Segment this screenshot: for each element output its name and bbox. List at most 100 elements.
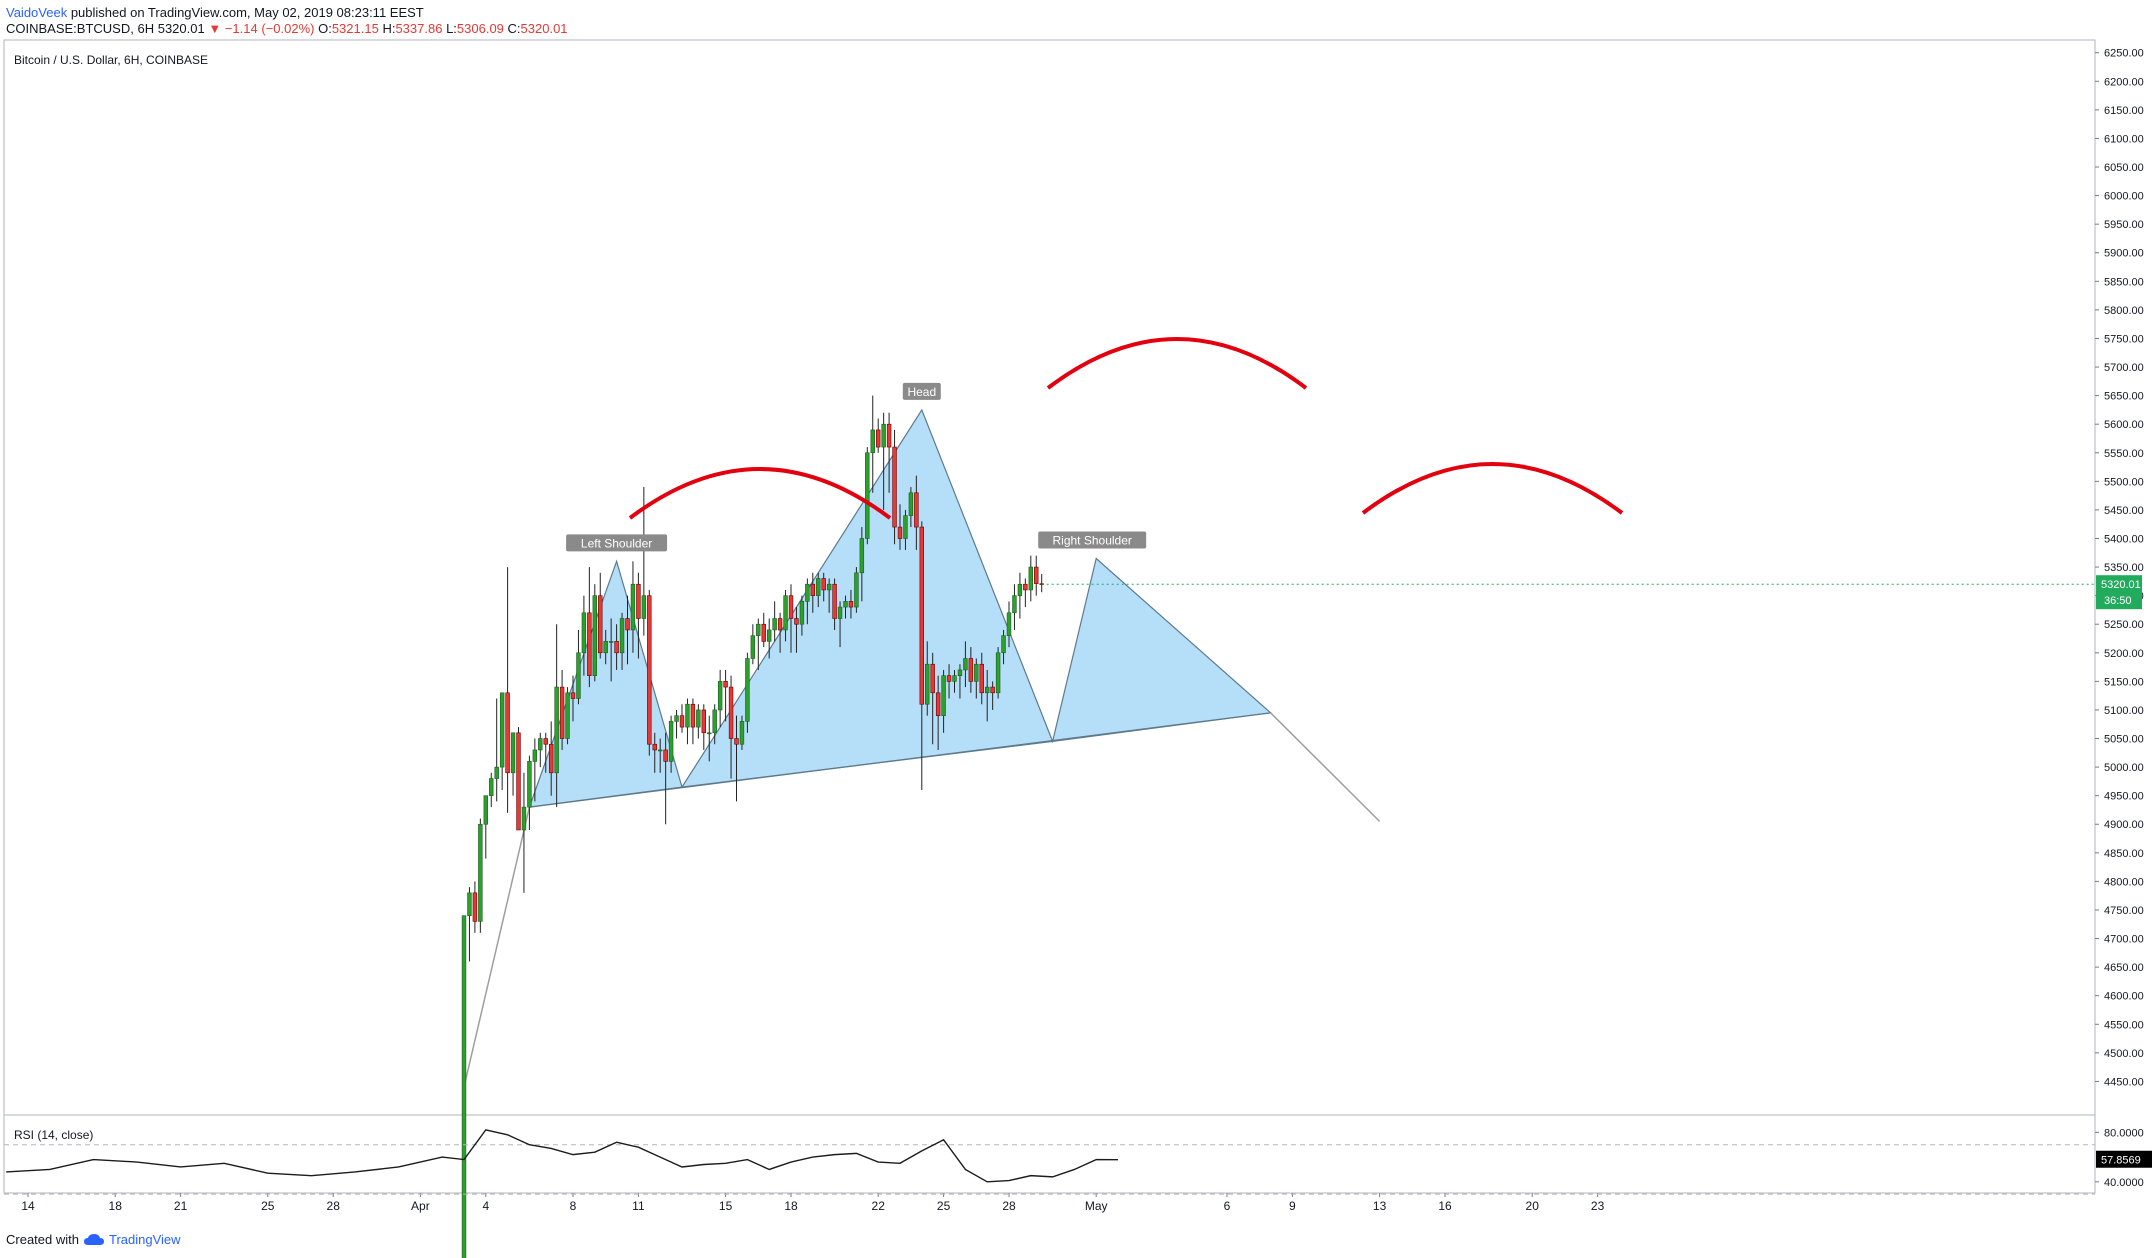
symbol-name: COINBASE:BTCUSD, 6H bbox=[6, 21, 155, 36]
candle-up bbox=[532, 749, 538, 762]
y-axis-tick-label: 5050.00 bbox=[2104, 734, 2144, 746]
y-axis-tick-label: 6100.00 bbox=[2104, 133, 2144, 145]
candle-up bbox=[717, 681, 723, 711]
candle-up bbox=[903, 515, 908, 539]
y-axis-tick-label: 4650.00 bbox=[2104, 962, 2144, 974]
y-axis-tick-label: 5600.00 bbox=[2104, 419, 2144, 431]
candle-up bbox=[576, 652, 581, 699]
candle-up bbox=[766, 629, 772, 642]
candle-up bbox=[538, 738, 543, 751]
candle-up bbox=[925, 663, 930, 705]
y-axis-tick-label: 5900.00 bbox=[2104, 248, 2144, 260]
candle-up bbox=[641, 595, 647, 619]
candle-up bbox=[1028, 566, 1034, 591]
y-axis-tick-label: 4450.00 bbox=[2104, 1076, 2144, 1088]
candle-down bbox=[690, 703, 696, 728]
author-link[interactable]: VaidoVeek bbox=[6, 5, 68, 20]
candle-up bbox=[554, 686, 559, 774]
tradingview-cloud-icon bbox=[83, 1233, 104, 1245]
x-axis-tick-label: 16 bbox=[1438, 1199, 1452, 1213]
annotation-label-bg bbox=[566, 534, 668, 552]
x-axis-tick-label: 23 bbox=[1591, 1199, 1605, 1213]
close-label: C: bbox=[507, 21, 521, 36]
x-axis-tick-label: May bbox=[1085, 1199, 1108, 1213]
y-axis-tick-label: 4900.00 bbox=[2104, 819, 2144, 831]
candle-down bbox=[701, 709, 707, 734]
annotation-label-bg bbox=[1038, 531, 1147, 549]
candle-down bbox=[636, 583, 641, 619]
candle-up bbox=[826, 583, 832, 591]
x-axis-tick-label: 18 bbox=[109, 1199, 123, 1213]
candle-down bbox=[979, 663, 984, 694]
low-value: 5306.09 bbox=[456, 21, 504, 36]
footer: Created with TradingView bbox=[6, 1232, 181, 1247]
candle-up bbox=[521, 806, 527, 831]
last-price-badge bbox=[2096, 575, 2142, 610]
y-axis-tick-label: 5200.00 bbox=[2104, 648, 2144, 660]
y-axis-tick-label: 6200.00 bbox=[2104, 76, 2144, 88]
y-axis-tick-label: 5000.00 bbox=[2104, 762, 2144, 774]
rsi-axis-tick-label: 80.0000 bbox=[2104, 1127, 2144, 1139]
y-axis-tick-label: 4500.00 bbox=[2104, 1048, 2144, 1060]
y-axis-tick-label: 5700.00 bbox=[2104, 362, 2144, 374]
candle-down bbox=[777, 618, 783, 631]
candle-up bbox=[489, 778, 494, 796]
candle-up bbox=[843, 601, 848, 608]
x-axis-tick-label: 4 bbox=[482, 1199, 489, 1213]
candle-down bbox=[794, 618, 799, 625]
rsi-last-value: 57.8569 bbox=[2101, 1155, 2141, 1167]
candle-up bbox=[799, 601, 805, 625]
candle-down bbox=[548, 743, 554, 774]
y-axis-tick-label: 4700.00 bbox=[2104, 934, 2144, 946]
y-axis-tick-label: 6250.00 bbox=[2104, 48, 2144, 60]
candle-up bbox=[837, 606, 843, 619]
candle-up bbox=[1006, 612, 1012, 636]
candle-up bbox=[952, 675, 957, 682]
trend-line-in bbox=[463, 806, 531, 1088]
candle-up bbox=[984, 686, 990, 694]
candle-down bbox=[1023, 583, 1028, 591]
candle-up bbox=[478, 823, 483, 922]
tradingview-brand[interactable]: TradingView bbox=[108, 1232, 181, 1247]
countdown-label: 36:50 bbox=[2104, 595, 2132, 607]
x-axis-tick-label: Apr bbox=[411, 1199, 430, 1213]
candle-down bbox=[663, 749, 668, 762]
last-price: 5320.01 bbox=[157, 21, 205, 36]
candle-up bbox=[674, 715, 679, 722]
candle-up bbox=[565, 692, 570, 739]
y-axis-tick-label: 4600.00 bbox=[2104, 991, 2144, 1003]
candle-down bbox=[505, 692, 510, 774]
candle-up bbox=[494, 766, 499, 779]
candle-up bbox=[1017, 583, 1023, 596]
candle-down bbox=[652, 743, 657, 751]
candle-down bbox=[728, 686, 734, 739]
y-axis-tick-label: 5650.00 bbox=[2104, 391, 2144, 403]
candle-up bbox=[772, 618, 777, 631]
candle-up bbox=[1012, 595, 1017, 614]
candle-down bbox=[875, 429, 881, 448]
candle-up bbox=[941, 675, 946, 716]
candle-down bbox=[598, 595, 603, 654]
high-label: H: bbox=[382, 21, 396, 36]
candle-up bbox=[510, 732, 516, 774]
candle-up bbox=[783, 595, 788, 631]
y-axis-tick-label: 6000.00 bbox=[2104, 191, 2144, 203]
candle-down bbox=[897, 526, 903, 539]
candle-down bbox=[990, 686, 995, 694]
y-axis-tick-label: 5500.00 bbox=[2104, 476, 2144, 488]
chart-title: Bitcoin / U.S. Dollar, 6H, COINBASE bbox=[14, 53, 208, 67]
y-axis-tick-label: 6050.00 bbox=[2104, 162, 2144, 174]
candle-up bbox=[974, 663, 979, 682]
x-axis-tick-label: 20 bbox=[1526, 1199, 1540, 1213]
candle-down bbox=[832, 583, 837, 619]
candle-up bbox=[995, 652, 1001, 694]
x-axis-tick-label: 13 bbox=[1373, 1199, 1387, 1213]
published-text: published on TradingView.com, May 02, 20… bbox=[70, 5, 424, 20]
candle-down bbox=[788, 595, 794, 619]
y-axis-tick-label: 5800.00 bbox=[2104, 305, 2144, 317]
candle-up bbox=[630, 583, 636, 631]
candle-down bbox=[516, 732, 521, 831]
candle-down bbox=[968, 658, 974, 682]
candle-up bbox=[685, 703, 690, 728]
